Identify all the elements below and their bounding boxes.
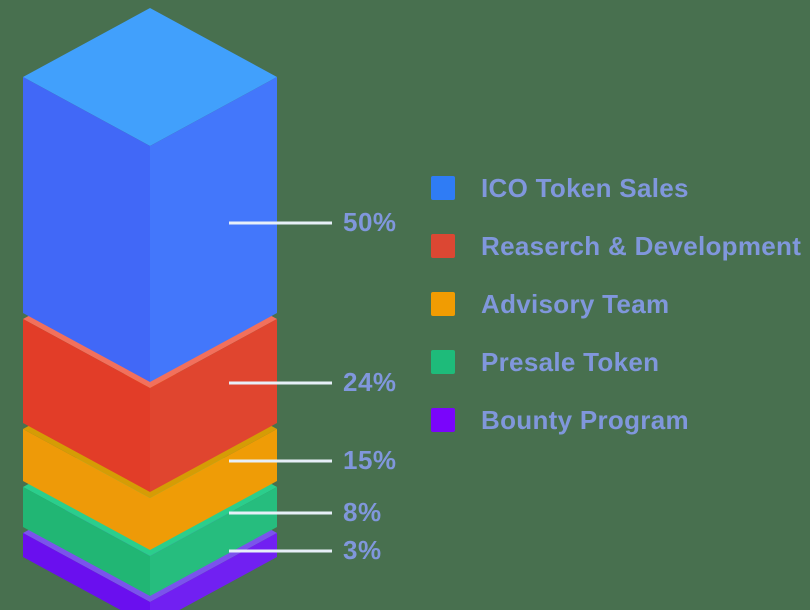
percent-label-research-development: 24% [343,367,397,397]
segment-left-face-bounty-program [23,533,150,610]
segment-right-face-ico-token-sales [150,77,277,382]
segment-left-face-presale-token [23,487,150,596]
legend-label: ICO Token Sales [481,173,689,203]
chart-legend: ICO Token Sales Reaserch & Development A… [431,173,802,435]
percent-label-ico-token-sales: 50% [343,207,397,237]
legend-item-presale-token: Presale Token [431,347,801,377]
segment-right-face-advisory-team [150,429,277,550]
legend-label: Reaserch & Development [481,231,802,261]
legend-item-research-development: Reaserch & Development [431,231,802,261]
percent-label-bounty-program: 3% [343,535,382,565]
legend-label: Bounty Program [481,405,689,435]
legend-swatch-bounty-program-icon [431,408,455,432]
legend-swatch-ico-token-sales-icon [431,176,455,200]
legend-label: Presale Token [481,347,660,377]
segment-right-face-reaserch-development [150,319,277,492]
legend-label: Advisory Team [481,289,670,319]
percent-label-presale-token: 8% [343,497,382,527]
legend-item-advisory-team: Advisory Team [431,289,801,319]
legend-item-bounty-program: Bounty Program [431,405,801,435]
legend-swatch-presale-token-icon [431,350,455,374]
segment-left-face-advisory-team [23,429,150,550]
legend-swatch-advisory-team-icon [431,292,455,316]
segment-left-face-reaserch-development [23,319,150,492]
segment-left-face-ico-token-sales [23,77,150,382]
percent-label-advisory-team: 15% [343,445,397,475]
legend-item-ico-token-sales: ICO Token Sales [431,173,801,203]
legend-swatch-research-development-icon [431,234,455,258]
